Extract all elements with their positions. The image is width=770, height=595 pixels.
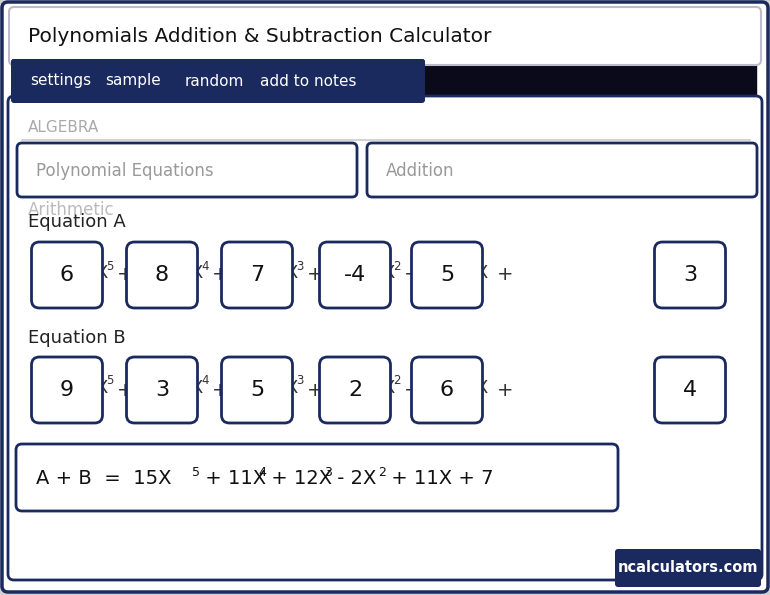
Text: 4: 4 (258, 465, 266, 478)
FancyBboxPatch shape (367, 143, 757, 197)
Text: Polynomial Equations: Polynomial Equations (36, 162, 213, 180)
FancyBboxPatch shape (126, 357, 197, 423)
FancyBboxPatch shape (32, 357, 102, 423)
FancyBboxPatch shape (222, 242, 293, 308)
FancyBboxPatch shape (320, 357, 390, 423)
Bar (14, 62, 756, 100)
Text: +: + (117, 380, 133, 399)
Text: 9: 9 (60, 380, 74, 400)
Text: - 2X: - 2X (331, 468, 377, 487)
Text: +: + (212, 265, 228, 284)
Text: X: X (190, 379, 203, 397)
Text: 8: 8 (155, 265, 169, 285)
Text: 5: 5 (106, 259, 113, 273)
Text: +: + (497, 380, 514, 399)
Text: + 12X: + 12X (265, 468, 332, 487)
Text: Arithmetic: Arithmetic (28, 201, 115, 219)
Text: +: + (497, 265, 514, 284)
Text: X: X (382, 264, 394, 282)
FancyBboxPatch shape (222, 357, 293, 423)
Text: +: + (306, 380, 323, 399)
Text: 2: 2 (393, 374, 400, 387)
Text: X: X (95, 264, 107, 282)
Text: Polynomials Addition & Subtraction Calculator: Polynomials Addition & Subtraction Calcu… (28, 27, 491, 46)
Text: +: + (403, 380, 420, 399)
Text: 3: 3 (683, 265, 697, 285)
Text: + 11X: + 11X (199, 468, 266, 487)
Text: 5: 5 (192, 465, 200, 478)
FancyBboxPatch shape (11, 59, 425, 103)
Text: ncalculators.com: ncalculators.com (618, 560, 758, 575)
Text: Addition: Addition (386, 162, 454, 180)
Text: 6: 6 (60, 265, 74, 285)
Text: X: X (285, 264, 297, 282)
FancyBboxPatch shape (126, 242, 197, 308)
Text: 4: 4 (683, 380, 697, 400)
Text: 3: 3 (296, 374, 303, 387)
FancyBboxPatch shape (411, 242, 483, 308)
Text: X: X (382, 379, 394, 397)
Text: X: X (285, 379, 297, 397)
Text: +: + (403, 265, 420, 284)
FancyBboxPatch shape (9, 7, 761, 65)
FancyBboxPatch shape (17, 143, 357, 197)
FancyBboxPatch shape (654, 242, 725, 308)
FancyBboxPatch shape (11, 59, 425, 103)
FancyBboxPatch shape (411, 357, 483, 423)
Text: X: X (95, 379, 107, 397)
Text: + 11X + 7: + 11X + 7 (385, 468, 494, 487)
Text: add to notes: add to notes (260, 74, 357, 89)
Text: 5: 5 (440, 265, 454, 285)
Text: +: + (117, 265, 133, 284)
Text: 7: 7 (250, 265, 264, 285)
FancyBboxPatch shape (32, 242, 102, 308)
FancyBboxPatch shape (320, 242, 390, 308)
Text: 2: 2 (378, 465, 386, 478)
Text: Equation B: Equation B (28, 329, 126, 347)
Text: 2: 2 (348, 380, 362, 400)
FancyBboxPatch shape (8, 96, 762, 580)
Text: Equation A: Equation A (28, 213, 126, 231)
Text: 2: 2 (393, 259, 400, 273)
Text: A + B  =  15X: A + B = 15X (36, 468, 172, 487)
Text: 3: 3 (155, 380, 169, 400)
Text: 4: 4 (201, 374, 209, 387)
Text: 5: 5 (106, 374, 113, 387)
Text: 4: 4 (201, 259, 209, 273)
Text: random: random (185, 74, 244, 89)
Text: X: X (475, 379, 487, 397)
Text: sample: sample (105, 74, 161, 89)
Text: 3: 3 (324, 465, 332, 478)
Text: ALGEBRA: ALGEBRA (28, 121, 99, 136)
FancyBboxPatch shape (615, 549, 761, 587)
Text: X: X (475, 264, 487, 282)
Text: 3: 3 (296, 259, 303, 273)
Text: +: + (212, 380, 228, 399)
Text: settings: settings (30, 74, 91, 89)
FancyBboxPatch shape (16, 444, 618, 511)
Text: +: + (306, 265, 323, 284)
Text: 6: 6 (440, 380, 454, 400)
Text: X: X (190, 264, 203, 282)
Text: 5: 5 (250, 380, 264, 400)
Text: -4: -4 (344, 265, 366, 285)
FancyBboxPatch shape (654, 357, 725, 423)
